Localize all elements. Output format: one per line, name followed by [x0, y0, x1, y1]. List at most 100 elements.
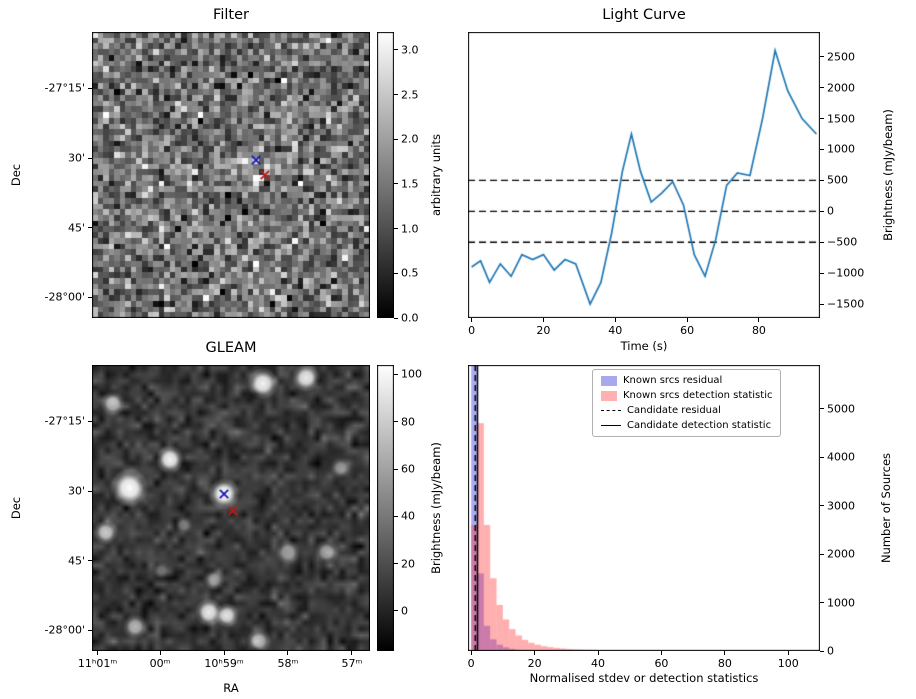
- tick-label: 500: [827, 173, 848, 187]
- tick-label: 20: [401, 557, 415, 571]
- tick-label: 1500: [827, 112, 855, 126]
- gleam-ylabel: Dec: [9, 496, 23, 520]
- tick-mark: [394, 610, 398, 612]
- gleam-heatmap: [92, 365, 370, 651]
- tick-mark: [223, 651, 225, 655]
- tick-mark: [394, 94, 398, 96]
- tick-label: 45': [67, 221, 85, 235]
- gleam-colorbar-label: Brightness (mJy/beam): [429, 442, 443, 574]
- tick-label: 11ʰ01ᵐ: [77, 657, 118, 670]
- tick-mark: [820, 272, 824, 274]
- tick-label: 60: [680, 324, 695, 337]
- tick-mark: [724, 651, 726, 655]
- legend-label: Candidate detection statistic: [627, 420, 772, 431]
- tick-mark: [394, 183, 398, 185]
- tick-label: 2.0: [401, 132, 419, 146]
- tick-label: 0.5: [401, 266, 419, 280]
- tick-mark: [287, 651, 289, 655]
- tick-mark: [351, 651, 353, 655]
- tick-mark: [159, 651, 161, 655]
- tick-mark: [686, 318, 688, 322]
- tick-label: 1000: [827, 596, 855, 610]
- filter-title: Filter: [213, 7, 249, 23]
- tick-label: 0: [401, 604, 408, 618]
- tick-label: 10ʰ59ᵐ: [204, 657, 244, 670]
- tick-mark: [614, 318, 616, 322]
- tick-label: 2000: [827, 547, 855, 561]
- tick-mark: [542, 318, 544, 322]
- tick-mark: [660, 651, 662, 655]
- tick-label: 100: [401, 367, 422, 381]
- tick-mark: [820, 408, 824, 410]
- tick-label: 1.0: [401, 222, 419, 236]
- tick-mark: [88, 227, 92, 229]
- tick-mark: [88, 560, 92, 562]
- lightcurve-title: Light Curve: [602, 7, 686, 23]
- tick-label: 1.5: [401, 177, 419, 191]
- known-residual-swatch: [601, 375, 617, 386]
- tick-mark: [820, 179, 824, 181]
- lightcurve-plot: [468, 32, 820, 318]
- tick-mark: [820, 456, 824, 458]
- tick-mark: [820, 303, 824, 305]
- tick-label: 4000: [827, 450, 855, 464]
- tick-mark: [471, 318, 473, 322]
- tick-mark: [820, 602, 824, 604]
- tick-label: 2500: [827, 50, 855, 64]
- tick-mark: [394, 421, 398, 423]
- tick-label: 20: [527, 657, 542, 670]
- gleam-title: GLEAM: [205, 340, 257, 356]
- tick-label: 58ᵐ: [277, 657, 299, 670]
- legend-entry: Candidate detection statistic: [601, 420, 772, 431]
- tick-label: 57ᵐ: [341, 657, 363, 670]
- tick-mark: [787, 651, 789, 655]
- legend-label: Known srcs residual: [623, 375, 723, 386]
- tick-mark: [394, 515, 398, 517]
- tick-mark: [820, 241, 824, 243]
- tick-label: 80: [751, 324, 766, 337]
- tick-label: 30': [67, 484, 85, 498]
- tick-label: 30': [67, 151, 85, 165]
- tick-mark: [88, 629, 92, 631]
- tick-mark: [820, 56, 824, 58]
- filter-colorbar: [377, 32, 394, 318]
- candidate-residual-line-swatch: [601, 410, 621, 411]
- tick-mark: [820, 505, 824, 507]
- tick-label: −500: [827, 235, 858, 249]
- tick-label: 2.5: [401, 88, 419, 102]
- tick-mark: [394, 468, 398, 470]
- tick-label: 5000: [827, 402, 855, 416]
- tick-label: -28°00': [44, 623, 86, 637]
- tick-mark: [97, 651, 99, 655]
- tick-label: −1000: [827, 266, 865, 280]
- tick-mark: [394, 563, 398, 565]
- legend-entry: Known srcs residual: [601, 375, 772, 386]
- tick-mark: [820, 148, 824, 150]
- tick-label: 40: [591, 657, 606, 670]
- tick-label: 3.0: [401, 43, 419, 57]
- tick-label: 0: [827, 204, 834, 218]
- tick-label: 0.0: [401, 311, 419, 325]
- tick-label: 0: [468, 324, 476, 337]
- tick-mark: [534, 651, 536, 655]
- tick-label: -27°15': [44, 414, 86, 428]
- tick-mark: [820, 87, 824, 89]
- tick-label: 40: [401, 509, 415, 523]
- tick-mark: [88, 420, 92, 422]
- tick-mark: [758, 318, 760, 322]
- lightcurve-xlabel: Time (s): [620, 339, 668, 353]
- tick-label: 1000: [827, 142, 855, 156]
- tick-mark: [820, 118, 824, 120]
- filter-heatmap: [92, 32, 370, 318]
- tick-label: -28°00': [44, 290, 86, 304]
- tick-mark: [820, 210, 824, 212]
- tick-mark: [394, 228, 398, 230]
- tick-mark: [470, 651, 472, 655]
- tick-label: 2000: [827, 81, 855, 95]
- legend-entry: Known srcs detection statistic: [601, 390, 772, 401]
- tick-label: −1500: [827, 297, 865, 311]
- histogram-xlabel: Normalised stdev or detection statistics: [529, 671, 759, 685]
- legend-entry: Candidate residual: [601, 405, 772, 416]
- tick-label: 100: [777, 657, 799, 670]
